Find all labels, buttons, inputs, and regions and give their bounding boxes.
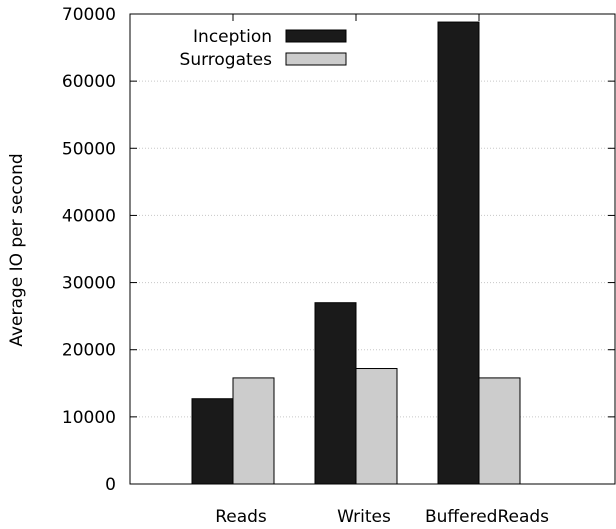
plot-frame [129,13,616,485]
grid [130,13,615,418]
legend-label: Inception [193,27,272,47]
y-tick-label: 10000 [62,408,116,428]
x-tick-label: BufferedReads [425,507,549,527]
y-tick-label: 40000 [62,206,116,226]
y-tick-label: 0 [105,475,116,495]
bar-inception-reads [191,398,234,485]
axes: 0 10000 20000 30000 40000 50000 60000 70000 Read… [62,5,616,527]
legend: Inception Surrogates [180,27,347,70]
y-tick-label: 30000 [62,274,116,294]
legend-swatch [285,52,347,66]
y-tick-label: 60000 [62,72,116,92]
bar-surrogates-reads [232,377,275,485]
legend-swatch [285,29,347,43]
y-axis-label: Average IO per second [7,153,27,346]
y-tick-label: 20000 [62,341,116,361]
legend-label: Surrogates [180,50,273,70]
bar-surrogates-writes [355,368,398,485]
bar-inception-writes [314,302,357,485]
bar-surrogates-bufferedreads [478,377,521,485]
bar-inception-bufferedreads [437,21,480,485]
x-tick-label: Writes [337,507,391,527]
y-tick-label: 50000 [62,139,116,159]
bars [191,21,521,485]
y-tick-label: 70000 [62,5,116,25]
x-tick-label: Reads [215,507,267,527]
